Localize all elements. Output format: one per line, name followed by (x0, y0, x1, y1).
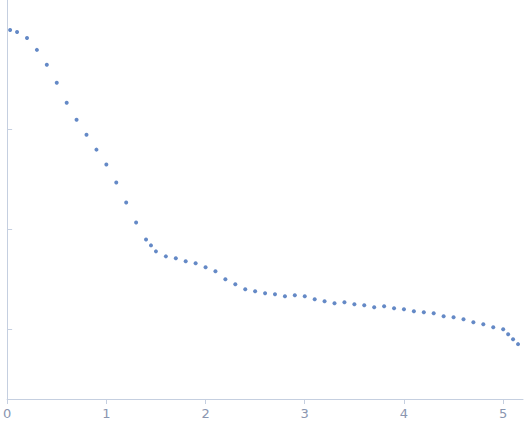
svg-text:3: 3 (301, 406, 309, 421)
svg-text:2: 2 (201, 406, 209, 421)
svg-text:0: 0 (3, 406, 11, 421)
svg-text:4: 4 (400, 406, 408, 421)
svg-text:5: 5 (499, 406, 507, 421)
svg-text:1: 1 (102, 406, 110, 421)
